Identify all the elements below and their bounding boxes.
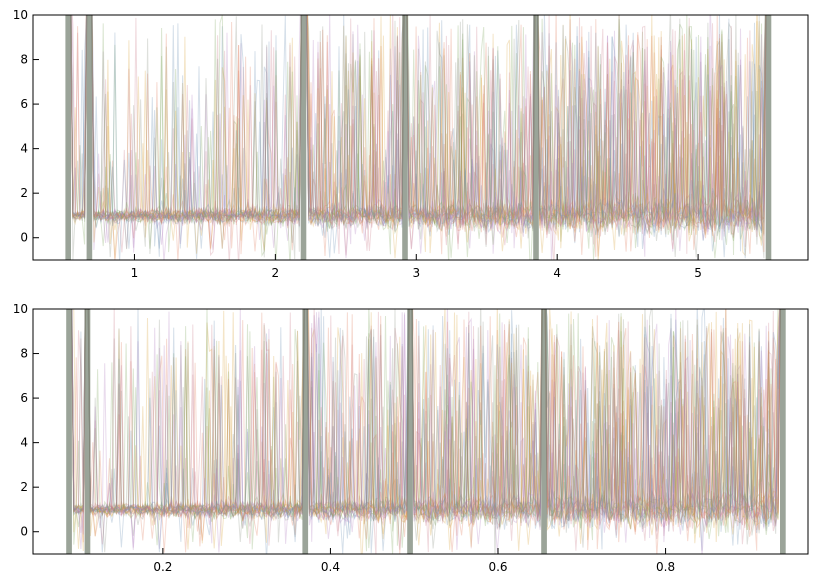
spectrum-series-line	[70, 15, 767, 254]
spectrum-series-line	[70, 15, 767, 260]
spectrum-series-line	[70, 15, 767, 260]
spectrum-series-line	[71, 309, 779, 546]
spike-column	[86, 15, 93, 260]
axes-frame	[32, 308, 809, 555]
spectrum-series-line	[70, 15, 767, 260]
spectrum-series-line	[70, 15, 767, 259]
spike-column	[84, 309, 91, 554]
spectrum-series-line	[70, 15, 767, 260]
spike-column	[541, 309, 547, 554]
bottom-panel: 0.2 0.4 0.6 0.8 0 2 4 6 8 10	[13, 302, 809, 574]
spectrum-series-line	[71, 309, 781, 548]
spectrum-series-line	[71, 309, 781, 554]
y-tick-label: 10	[13, 302, 28, 316]
spike-column	[302, 309, 309, 554]
x-tick-label: 1	[131, 266, 139, 280]
x-tick-label: 2	[272, 266, 280, 280]
x-tick-label: 0.2	[153, 560, 172, 574]
spectrum-series-line	[70, 15, 766, 260]
spectrum-series-line	[71, 309, 781, 554]
spectrum-series-line	[70, 309, 781, 553]
spectrum-series-line	[71, 309, 781, 553]
y-tick-label: 6	[20, 391, 28, 405]
spectrum-series-line	[71, 309, 781, 554]
spectrum-series-line	[70, 15, 767, 259]
spectrum-series-line	[71, 309, 781, 554]
spectrum-series-line	[71, 309, 781, 553]
spectrum-series-line	[71, 309, 781, 541]
spectrum-series-line	[70, 15, 767, 253]
y-tick-label: 4	[20, 436, 28, 450]
spectrum-series-line	[70, 15, 767, 260]
spectrum-series-line	[71, 309, 781, 550]
spike-column	[65, 15, 71, 260]
y-tick-label: 6	[20, 97, 28, 111]
spectrum-series-line	[71, 309, 781, 553]
x-tick-label: 3	[412, 266, 420, 280]
spectrum-series-line	[73, 309, 781, 554]
y-tick-label: 4	[20, 142, 28, 156]
spectrum-series-line	[71, 309, 781, 554]
y-tick-label: 2	[20, 186, 28, 200]
x-tick-label: 0.8	[656, 560, 675, 574]
spectrum-series-line	[71, 309, 780, 554]
spike-column	[780, 309, 786, 554]
spike-column	[407, 309, 413, 554]
spectrum-series-line	[71, 309, 781, 553]
spectrum-series-line	[71, 309, 781, 554]
spectrum-series-line	[70, 15, 767, 257]
spike-column	[402, 15, 408, 260]
x-tick-label: 0.6	[488, 560, 507, 574]
spectrum-series-line	[70, 15, 766, 259]
spectrum-series-line	[71, 309, 781, 552]
spectrum-series-line	[70, 15, 766, 260]
axes-frame	[32, 14, 809, 261]
y-tick-label: 10	[13, 8, 28, 22]
spectrum-series-line	[71, 309, 781, 548]
spectrum-series-line	[70, 15, 767, 257]
spectrum-series-line	[70, 15, 767, 257]
top-panel: 1 2 3 4 5 0 2 4 6 8 10	[13, 8, 809, 280]
spectrum-series-line	[70, 309, 781, 552]
spectrum-series-line	[70, 15, 767, 260]
y-tick-label: 0	[20, 231, 28, 245]
spectrum-series-line	[71, 309, 781, 554]
spectrum-series-line	[70, 15, 767, 253]
spectrum-series-line	[71, 309, 781, 550]
spectrum-series-line	[70, 15, 767, 260]
spectrum-series-line	[71, 309, 780, 551]
spectrum-series-line	[70, 15, 767, 257]
x-tick-label: 5	[694, 266, 702, 280]
x-tick-label: 4	[553, 266, 561, 280]
spectrum-series-line	[70, 15, 767, 253]
spike-column	[765, 15, 772, 260]
x-tick-label: 0.4	[321, 560, 340, 574]
spike-column	[300, 15, 307, 260]
spectrum-series-line	[71, 15, 767, 260]
spectrum-series-line	[71, 15, 767, 260]
spectrum-series-line	[71, 309, 781, 553]
spectrum-series-line	[70, 15, 767, 260]
spectrum-series-line	[70, 15, 767, 256]
spike-column	[533, 15, 539, 260]
spectra-plot-area	[66, 309, 786, 554]
y-tick-label: 8	[20, 347, 28, 361]
spectrum-series-line	[71, 309, 781, 550]
y-tick-label: 0	[20, 525, 28, 539]
y-tick-label: 2	[20, 480, 28, 494]
spectrum-series-line	[71, 309, 781, 551]
spectrum-series-line	[70, 15, 766, 259]
y-tick-label: 8	[20, 53, 28, 67]
spectrum-series-line	[70, 15, 767, 260]
spectra-plot-area	[65, 15, 772, 260]
spike-column	[66, 309, 72, 554]
